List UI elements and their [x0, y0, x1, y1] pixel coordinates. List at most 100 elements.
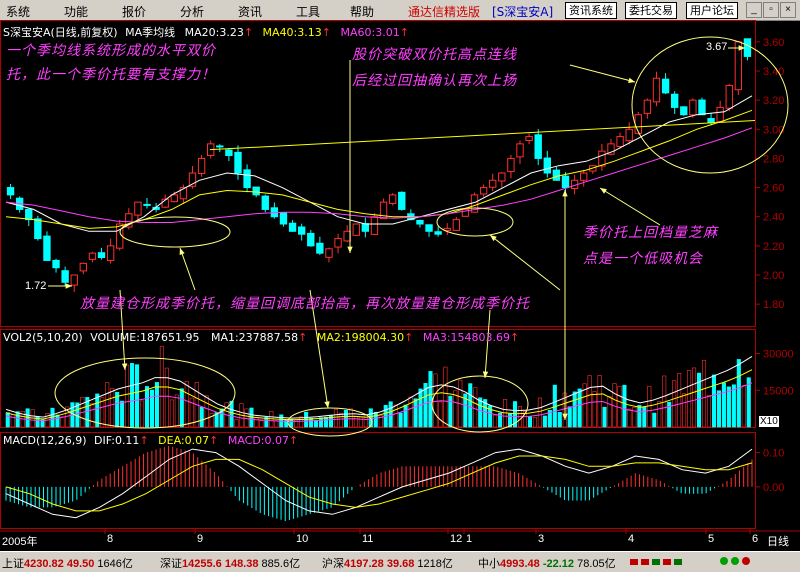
volume-bar [617, 385, 622, 428]
zx-name: 中小 [478, 558, 500, 570]
volume-bar [5, 412, 10, 428]
annotation-arrow-volume-dip-head [562, 413, 568, 420]
volume-bar [592, 391, 597, 428]
trade-button[interactable]: 委托交易 [625, 2, 677, 19]
volume-bar [627, 408, 632, 428]
macd-readout: MACD:0.07 [227, 434, 289, 447]
minimize-icon[interactable]: _ [746, 2, 762, 18]
volume-bar [169, 399, 174, 428]
sh-index[interactable]: 上证4230.82 49.50 1646亿 [2, 555, 133, 571]
candle-body [388, 194, 397, 204]
volume-bar [706, 395, 712, 428]
hs-index[interactable]: 沪深4197.28 39.68 1218亿 [322, 555, 453, 571]
dif-readout: DIF:0.11 [94, 434, 140, 447]
menu-analysis[interactable]: 分析 [180, 5, 205, 19]
menu-tools[interactable]: 工具 [296, 5, 321, 19]
annotation-arrow-high-head [738, 45, 745, 51]
volume-bar [443, 366, 448, 428]
candle-body [188, 172, 197, 187]
zx-value: 4993.48 [500, 558, 540, 570]
candle-body [461, 208, 470, 217]
price-panel [5, 38, 756, 292]
forum-button[interactable]: 用户论坛 [686, 2, 738, 19]
candle-body [325, 248, 333, 258]
candle-body [234, 151, 242, 174]
candle-body [479, 187, 488, 195]
maximize-icon[interactable]: ▫ [763, 2, 779, 18]
menu-help[interactable]: 帮助 [350, 5, 375, 19]
volume-panel [5, 345, 753, 428]
macd-title: MACD(12,26,9) [3, 434, 87, 447]
volume-bar [219, 408, 224, 428]
candle-body [297, 226, 306, 235]
annotation-right-2: 点是一个低吸机会 [583, 251, 703, 267]
volume-bar [184, 380, 189, 428]
candle-body [79, 262, 88, 272]
volume-bar [557, 412, 562, 428]
candle-body [216, 145, 224, 148]
x-tick-label: 12 [450, 533, 463, 545]
close-icon[interactable]: × [780, 2, 796, 18]
sz-index[interactable]: 深证14255.6 148.38 885.6亿 [160, 555, 300, 571]
price-tick-label: 2.00 [763, 270, 784, 282]
menu-info[interactable]: 资讯 [238, 5, 263, 19]
menu-system[interactable]: 系统 [6, 5, 31, 19]
macd-panel [5, 445, 753, 521]
volume-bar [483, 399, 488, 428]
x-tick-label: 9 [197, 533, 204, 545]
highlight-ellipse-base1 [119, 216, 231, 248]
volume-bar [453, 390, 458, 428]
menu-quote[interactable]: 报价 [122, 5, 147, 19]
volume-bar [115, 391, 120, 428]
highlight-ellipse-breakout [631, 36, 789, 174]
volume-bar [512, 401, 518, 428]
candle-body [670, 93, 679, 108]
volume-bar [179, 388, 184, 428]
volume-bar [323, 416, 329, 428]
annotation-arrow-pullback [599, 187, 661, 226]
brand-title: 通达信精选版 [408, 5, 481, 19]
volume-tick-label: 30000 [763, 349, 794, 361]
volume-bar [537, 397, 542, 428]
volume-bar [731, 384, 736, 428]
volume-ma2-line [5, 369, 753, 421]
candle-body [34, 218, 42, 240]
volume-bar [433, 373, 438, 428]
candle-body [434, 231, 442, 235]
x-tick-label: 8 [107, 533, 114, 545]
menu-function[interactable]: 功能 [64, 5, 89, 19]
volume-bar [508, 413, 513, 428]
volume-bar [622, 384, 627, 428]
candle-body [134, 201, 142, 216]
volume-bar [259, 420, 264, 428]
volume-bar [189, 397, 194, 428]
volume-bar [105, 382, 110, 428]
volume-bar [413, 398, 418, 428]
annotation-arrow-dip-head [347, 246, 353, 253]
volume-bar [726, 386, 731, 428]
volume-bar [587, 375, 592, 428]
volume-bar [692, 367, 697, 428]
volume-bar [746, 377, 751, 428]
candle-body [561, 175, 570, 189]
volume-bar [642, 406, 647, 428]
period-label[interactable]: 日线 [767, 536, 789, 548]
price-tick-label: 2.40 [763, 212, 784, 224]
volume-bar [100, 397, 105, 428]
info-system-button[interactable]: 资讯系统 [565, 2, 617, 19]
annotation-arrow-pullback-head [600, 188, 607, 194]
candle-body [707, 118, 715, 123]
volume-bar [408, 396, 413, 428]
volume-bar [149, 389, 155, 428]
volume-bar [254, 416, 259, 428]
volume-bar [120, 400, 125, 428]
annotation-arrow-volume3-head [482, 371, 489, 378]
volume-bar [473, 387, 478, 428]
sz-amount: 885.6亿 [261, 558, 301, 570]
annotation-top-left-1: 一个季均线系统形成的水平双价 [6, 43, 216, 59]
candle-body [661, 78, 670, 94]
volume-bar [388, 401, 393, 428]
dea-line [5, 455, 753, 512]
volume-bar [319, 417, 324, 428]
zx-index[interactable]: 中小4993.48 -22.12 78.05亿 [478, 555, 616, 571]
